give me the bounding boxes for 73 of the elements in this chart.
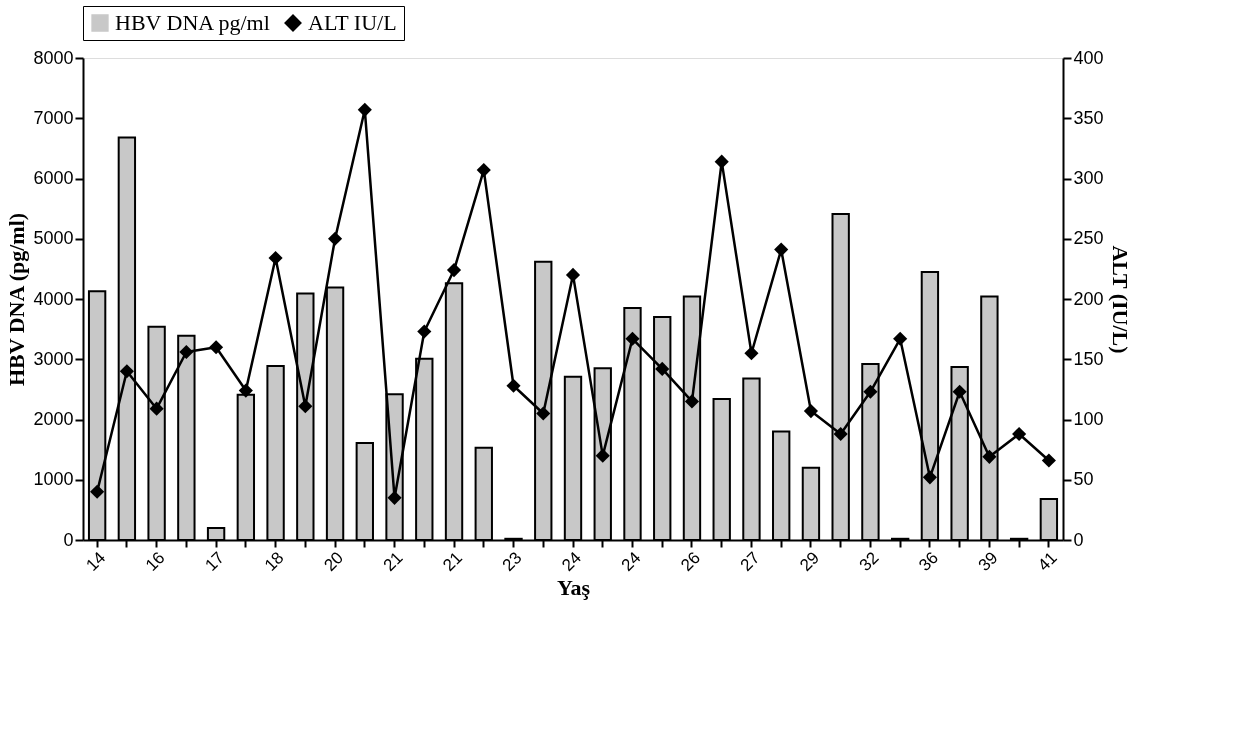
y-tick-label: 0 — [63, 529, 74, 550]
y2-tick-label: 0 — [1073, 529, 1084, 550]
point — [774, 242, 789, 257]
point — [1041, 453, 1056, 468]
point — [714, 154, 729, 169]
point — [238, 383, 253, 398]
point — [387, 490, 402, 505]
x-tick-label: 26 — [677, 548, 704, 575]
point — [803, 403, 819, 419]
point — [625, 331, 640, 346]
y2-tick-label: 150 — [1073, 348, 1104, 369]
point — [90, 484, 105, 499]
y-tick-label: 5000 — [33, 228, 74, 249]
point — [506, 378, 521, 393]
y2-tick-label: 350 — [1073, 107, 1104, 128]
point — [863, 384, 878, 399]
point — [327, 231, 343, 246]
x-tick-label: 27 — [736, 548, 764, 575]
point — [536, 406, 551, 421]
point — [417, 324, 432, 339]
x-tick-label: 23 — [498, 548, 526, 575]
point — [595, 448, 610, 463]
x-tick-label: 29 — [796, 548, 823, 575]
y-tick-label: 2000 — [33, 409, 74, 429]
y-tick-label: 8000 — [33, 47, 74, 68]
y2-axis-title: ALT (IU/L) — [1107, 245, 1133, 354]
x-axis-title: Yaş — [556, 575, 591, 601]
x-tick-label: 18 — [260, 548, 288, 575]
point — [922, 470, 937, 485]
point — [833, 426, 848, 442]
y-tick-label: 7000 — [33, 107, 74, 128]
y2-tick-label: 50 — [1073, 469, 1094, 490]
y2-tick-label: 200 — [1073, 288, 1104, 309]
x-tick-label: 16 — [141, 548, 169, 575]
x-tick-label: 36 — [915, 548, 942, 575]
y-tick-label: 4000 — [33, 288, 74, 309]
point — [952, 384, 967, 399]
point — [1012, 426, 1027, 442]
point — [298, 399, 313, 414]
legend-label: HBV DNA pg/ml — [115, 10, 270, 35]
x-tick-label: 20 — [320, 548, 348, 575]
y-tick-label: 3000 — [33, 348, 74, 369]
y-tick-label: 6000 — [33, 168, 74, 188]
x-tick-label: 24 — [558, 548, 586, 575]
point — [149, 401, 164, 416]
x-tick-label: 14 — [82, 548, 110, 575]
point — [209, 340, 224, 355]
legend-label: ALT IU/L — [308, 10, 397, 35]
x-tick-label: 32 — [855, 548, 883, 575]
point — [893, 331, 908, 346]
x-tick-label: 24 — [617, 548, 645, 575]
point — [446, 263, 462, 278]
x-tick-label: 41 — [1034, 548, 1061, 575]
y2-tick-label: 100 — [1073, 409, 1104, 429]
point — [655, 361, 670, 376]
point — [179, 344, 194, 360]
point — [565, 267, 581, 282]
y-tick-label: 1000 — [33, 469, 74, 490]
point — [982, 449, 997, 464]
y-axis-title: HBV DNA (pg/ml) — [4, 212, 30, 387]
y2-tick-label: 250 — [1073, 228, 1104, 249]
x-tick-label: 21 — [439, 548, 467, 575]
point — [357, 102, 372, 117]
y2-tick-label: 300 — [1073, 168, 1104, 188]
point — [744, 346, 759, 361]
y2-tick-label: 400 — [1073, 47, 1104, 68]
point — [268, 250, 283, 266]
point — [119, 364, 134, 379]
point — [684, 394, 700, 409]
x-tick-label: 21 — [379, 548, 407, 575]
x-tick-label: 39 — [974, 548, 1002, 575]
x-tick-label: 17 — [201, 548, 229, 575]
point — [476, 162, 491, 178]
